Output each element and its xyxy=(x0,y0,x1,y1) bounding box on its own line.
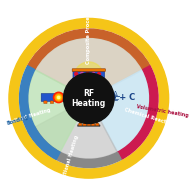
Circle shape xyxy=(75,79,78,82)
Circle shape xyxy=(57,96,60,99)
Text: Volumetric heating: Volumetric heating xyxy=(136,104,189,118)
Text: Functional Heating: Functional Heating xyxy=(60,134,80,187)
FancyBboxPatch shape xyxy=(72,69,105,71)
Wedge shape xyxy=(19,66,60,159)
Circle shape xyxy=(98,73,101,75)
Circle shape xyxy=(81,76,83,79)
Circle shape xyxy=(81,73,83,75)
FancyBboxPatch shape xyxy=(44,101,47,104)
Wedge shape xyxy=(35,98,117,159)
Circle shape xyxy=(74,62,103,91)
Circle shape xyxy=(9,18,169,178)
Circle shape xyxy=(64,73,114,124)
Wedge shape xyxy=(28,127,121,167)
Text: Bonding: Bonding xyxy=(6,114,29,126)
Wedge shape xyxy=(35,38,142,98)
Wedge shape xyxy=(28,70,89,152)
Circle shape xyxy=(92,76,95,79)
FancyBboxPatch shape xyxy=(72,83,105,86)
Wedge shape xyxy=(28,29,150,70)
FancyBboxPatch shape xyxy=(78,108,100,111)
Text: A: A xyxy=(105,93,112,102)
Wedge shape xyxy=(89,70,149,152)
FancyBboxPatch shape xyxy=(60,94,72,101)
FancyBboxPatch shape xyxy=(41,94,57,101)
FancyBboxPatch shape xyxy=(50,101,54,104)
Circle shape xyxy=(98,76,101,79)
Text: Δ: Δ xyxy=(113,91,118,97)
FancyBboxPatch shape xyxy=(91,123,95,126)
Circle shape xyxy=(55,94,62,101)
Text: B + C: B + C xyxy=(110,93,135,102)
Circle shape xyxy=(98,79,101,82)
FancyBboxPatch shape xyxy=(79,123,82,126)
Text: Chemical Reactions: Chemical Reactions xyxy=(124,107,178,128)
Circle shape xyxy=(75,76,78,79)
FancyBboxPatch shape xyxy=(96,123,99,126)
Circle shape xyxy=(86,76,89,79)
FancyBboxPatch shape xyxy=(87,123,90,126)
FancyBboxPatch shape xyxy=(73,71,105,83)
Circle shape xyxy=(81,79,83,82)
Circle shape xyxy=(92,73,95,75)
Circle shape xyxy=(53,92,64,103)
Circle shape xyxy=(92,79,95,82)
Text: Localized Heating: Localized Heating xyxy=(2,108,51,127)
Circle shape xyxy=(75,73,78,75)
Circle shape xyxy=(56,95,61,100)
Text: RF
Heating: RF Heating xyxy=(72,89,106,108)
Text: Composite Processing: Composite Processing xyxy=(86,2,91,64)
FancyBboxPatch shape xyxy=(83,123,86,126)
Circle shape xyxy=(86,73,89,75)
Circle shape xyxy=(86,79,89,82)
FancyBboxPatch shape xyxy=(77,125,100,126)
Circle shape xyxy=(19,29,158,167)
Wedge shape xyxy=(118,66,158,159)
